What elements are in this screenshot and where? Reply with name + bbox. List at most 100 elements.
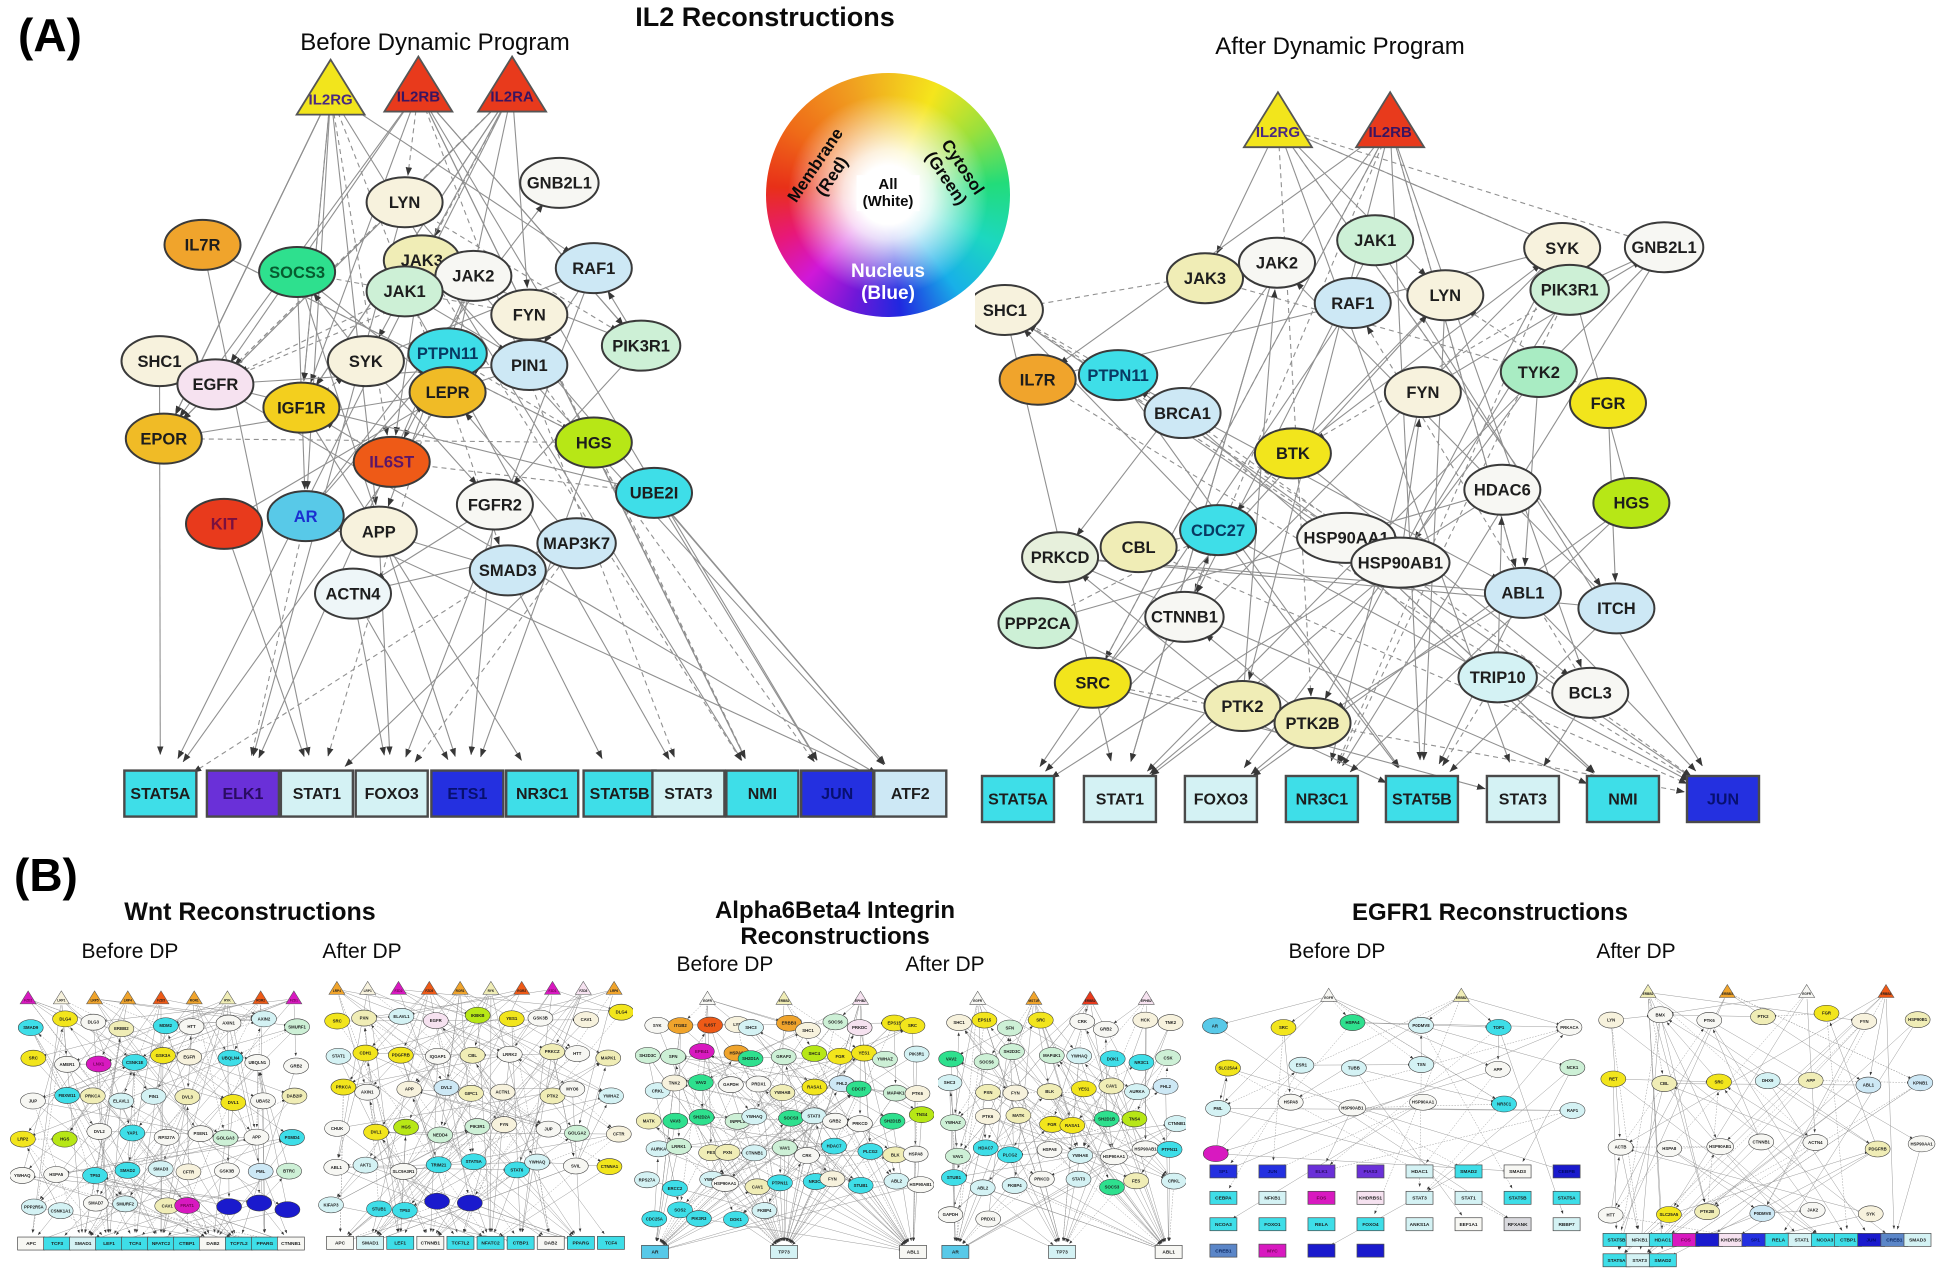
svg-text:EGFR: EGFR (183, 1055, 196, 1060)
node-CBL: CBL (459, 1046, 486, 1064)
svg-text:PIK3R1: PIK3R1 (612, 337, 670, 355)
node-DVL1: DVL1 (220, 1094, 247, 1111)
node-NR3C1: NR3C1 (1284, 774, 1360, 824)
node-FZD1: FZD1 (285, 990, 303, 1005)
svg-text:HGS: HGS (60, 1137, 69, 1142)
svg-text:AURKA: AURKA (651, 1146, 667, 1151)
node-SMURF2: SMURF2 (112, 1195, 138, 1213)
svg-text:SFN: SFN (1006, 1025, 1015, 1030)
svg-text:TNK2: TNK2 (1165, 1020, 1177, 1025)
svg-text:CRK: CRK (802, 1153, 812, 1158)
svg-text:ERBB2: ERBB2 (114, 1026, 129, 1031)
node-HSPA8: HSPA8 (1036, 1141, 1063, 1158)
svg-text:STAT1: STAT1 (1461, 1196, 1476, 1202)
node-PTK2: PTK2 (1203, 680, 1282, 732)
node-PIK3R1: PIK3R1 (464, 1118, 491, 1135)
svg-text:NR3C1: NR3C1 (1497, 1102, 1512, 1107)
svg-text:UBA52: UBA52 (256, 1098, 271, 1103)
node-EPOR: EPOR (124, 412, 203, 465)
svg-text:CTNNB1: CTNNB1 (1753, 1139, 1771, 1144)
svg-text:SOCS3: SOCS3 (1105, 1185, 1120, 1190)
node-MAP4K1: MAP4K1 (882, 1084, 909, 1102)
node-GRB2: GRB2 (1093, 1020, 1119, 1038)
svg-text:DHX9: DHX9 (1762, 1078, 1774, 1083)
svg-text:UBE2I: UBE2I (630, 485, 679, 503)
svg-text:NR3C1: NR3C1 (809, 1179, 824, 1184)
node-GOLGA3: GOLGA3 (212, 1129, 239, 1147)
node-AR: AR (641, 1245, 669, 1259)
svg-text:DLG4: DLG4 (616, 1010, 628, 1015)
node-HDAC1: HDAC1 (1648, 1233, 1677, 1247)
svg-text:FOS: FOS (1681, 1238, 1692, 1244)
node-DVL1: DVL1 (363, 1123, 389, 1141)
node-HSPA5: HSPA5 (43, 1166, 69, 1183)
node-CREB1: CREB1 (1880, 1233, 1909, 1247)
node-RYK: RYK (218, 990, 236, 1005)
node-GSK3B: GSK3B (527, 1009, 554, 1027)
node-SLC9A3R1: SLC9A3R1 (389, 1163, 418, 1180)
svg-text:SRC: SRC (908, 1023, 917, 1028)
svg-text:FOXO3: FOXO3 (1194, 792, 1248, 809)
node-SOCS6: SOCS6 (973, 1053, 1000, 1071)
node-DHX9: DHX9 (1754, 1072, 1781, 1090)
node-PRKACA: PRKACA (1556, 1018, 1583, 1036)
node-SHC1: SHC1 (795, 1022, 821, 1039)
node-LRP6: LRP6 (605, 980, 623, 995)
svg-text:FOXO4: FOXO4 (1362, 1222, 1379, 1228)
svg-text:DOK1: DOK1 (730, 1217, 743, 1222)
svg-text:JUP: JUP (29, 1099, 37, 1104)
svg-text:INPPL1: INPPL1 (730, 1119, 746, 1124)
node-LRRK2: LRRK2 (496, 1045, 523, 1063)
node-FYN: FYN (1383, 366, 1462, 419)
svg-text:ABL1: ABL1 (907, 1250, 920, 1256)
node-BLK: BLK (882, 1146, 909, 1164)
svg-text:JUP: JUP (544, 1127, 552, 1132)
svg-text:TRIP10: TRIP10 (1470, 669, 1526, 687)
node-EPS15: EPS15 (971, 1011, 998, 1029)
svg-text:ACTN4: ACTN4 (1808, 1140, 1823, 1145)
node-GSK3A: GSK3A (150, 1047, 176, 1064)
node-DOK1: DOK1 (723, 1211, 749, 1228)
node-PRKCZ: PRKCZ (539, 1043, 565, 1060)
svg-text:NR3C1: NR3C1 (516, 786, 569, 803)
svg-text:SYK: SYK (349, 353, 383, 371)
node-EGFR: EGFR (176, 358, 255, 411)
svg-text:ACTN4: ACTN4 (325, 585, 381, 603)
node-TCF7L2: TCF7L2 (225, 1236, 253, 1251)
node-CTNNB1: CTNNB1 (1748, 1133, 1775, 1151)
node-APP: APP (243, 1128, 270, 1146)
node-AXIN1: AXIN1 (354, 1083, 380, 1101)
svg-text:PTK2: PTK2 (547, 1094, 559, 1099)
node-SRC: SRC (20, 1049, 47, 1067)
svg-text:TCF4: TCF4 (129, 1241, 141, 1247)
node-YWHAB: YWHAB (769, 1084, 796, 1101)
panel-a-title: IL2 Reconstructions (635, 2, 895, 32)
node-FGFR2: FGFR2 (455, 478, 534, 531)
node-NCOA3: NCOA3 (1811, 1233, 1839, 1247)
node-ERCC2: ERCC2 (662, 1180, 688, 1197)
node-CSK: CSK (1155, 1049, 1181, 1067)
node-AR: AR (941, 1245, 970, 1259)
svg-text:PIK3R1: PIK3R1 (1541, 282, 1599, 300)
svg-text:APP: APP (362, 523, 396, 541)
svg-text:CBL: CBL (1660, 1081, 1669, 1086)
svg-text:HSP90AB1: HSP90AB1 (1341, 1105, 1364, 1110)
svg-text:HTT: HTT (187, 1024, 196, 1029)
svg-text:RAF1: RAF1 (1331, 295, 1374, 313)
node-SMAD2: SMAD2 (1648, 1253, 1677, 1268)
svg-text:APP: APP (252, 1135, 261, 1140)
node-FOS: FOS (1307, 1190, 1336, 1205)
node-LNX1: LNX1 (85, 1055, 112, 1073)
node-ITCH: ITCH (1577, 582, 1656, 635)
node-NMI: NMI (1585, 774, 1661, 824)
svg-text:CEBPA: CEBPA (1215, 1196, 1232, 1202)
node-ABL1: ABL1 (323, 1159, 350, 1176)
a6b4-before-dp-label: Before DP (676, 953, 774, 976)
node-YWHAZ: YWHAZ (872, 1050, 898, 1068)
svg-text:HTT: HTT (1606, 1213, 1615, 1218)
node-ELAVL1: ELAVL1 (108, 1092, 135, 1110)
node-ERBB3: ERBB3 (776, 1014, 802, 1032)
svg-text:PSEN1: PSEN1 (194, 1131, 209, 1136)
node-ERBB4: ERBB4 (1877, 983, 1895, 998)
